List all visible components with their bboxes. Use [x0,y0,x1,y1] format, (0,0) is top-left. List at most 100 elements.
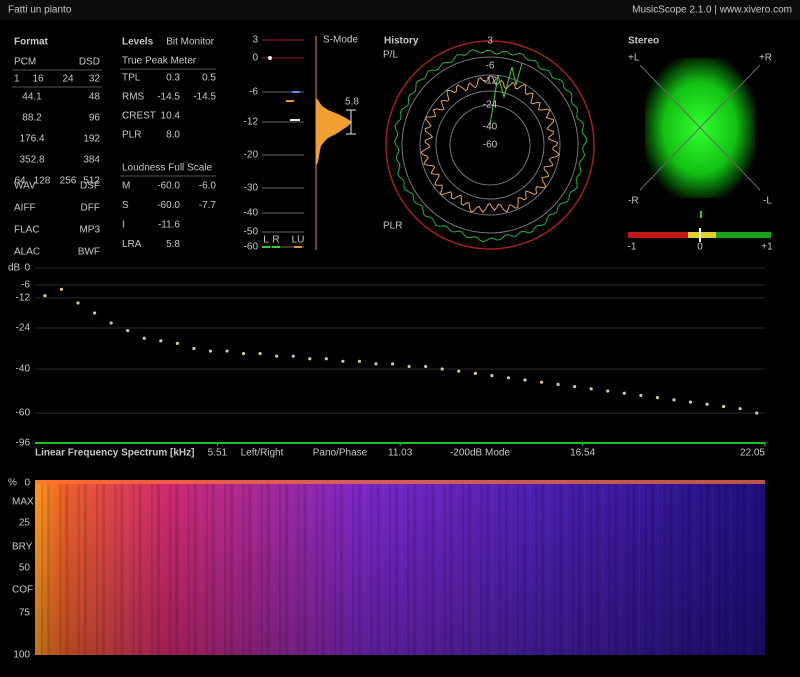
spectrum-point [76,301,80,305]
spectrogram-label: 75 [19,608,31,619]
meter-scale: -40 [244,208,259,219]
x-axis-title: Linear Frequency Spectrum [kHz] [35,448,194,459]
meter-value: -60.0 [157,200,180,211]
spectrum-point [672,398,676,402]
section-title: True Peak Meter [122,56,197,67]
bit-depth: 1 [14,74,20,85]
spectrum-point [556,382,560,387]
lra-value: 5.8 [345,97,359,108]
container: DFF [81,203,100,214]
stereo-corner: -L [763,196,772,207]
app-name: MusicScope 2.1.0 | www.xivero.com [632,5,792,16]
spectrum-point [208,349,213,353]
dsd-rate: 128 [34,176,51,187]
spectrum-point [705,402,709,406]
meter-value: -60.0 [157,181,180,192]
panel-title: S-Mode [323,35,358,46]
correlation-mid [688,232,716,238]
spectrum-point [639,393,643,398]
meter-scale: -30 [244,183,259,194]
mode-button[interactable]: -200dB Mode [450,448,510,459]
meter-value: 5.8 [166,239,180,250]
meter-scale: -6 [249,87,258,98]
lra-range [346,109,356,135]
ring-label: -60 [483,140,498,151]
spectrum-point [390,362,395,366]
spectrum-point [126,328,130,333]
meter-scale: -20 [244,150,259,161]
ring [435,90,545,200]
correlation-neg [628,232,688,238]
ring [449,104,531,186]
meter-value: -14.5 [157,92,180,103]
spectrum-point [275,354,279,358]
meter-value: -6.0 [199,181,217,192]
spectrum-point [473,371,477,375]
y-tick-label: -60 [16,408,31,419]
x-tick-label: 11.03 [388,448,413,459]
bit-monitor: Bit Monitor [166,37,214,48]
spectrum-point [506,376,511,380]
spectrum-point [159,339,163,343]
spectrum-point [241,352,246,356]
y-tick-label: 0 [24,263,30,274]
ring-label: -12 [483,76,498,87]
container: ALAC [14,247,40,258]
sample-rate: 352.8 [19,155,44,166]
channel-label: LU [292,235,305,246]
diagonal [639,64,761,191]
meter-value: 0.3 [166,73,180,84]
spectrum-point [341,359,345,363]
sample-rate: 176.4 [19,134,44,145]
spectrum-point [755,411,759,415]
peak-dot [268,56,272,60]
meter-scale: 3 [252,35,258,46]
stereo-corner: +L [628,53,640,64]
section-title: Loudness Full Scale [122,163,212,174]
sample-rate: 96 [89,113,101,124]
sample-rate: 48 [89,92,101,103]
mode-button[interactable]: Pano/Phase [313,448,368,459]
meter-scale: -60 [244,242,259,253]
ring [385,40,595,250]
panel-title: Levels [122,37,154,48]
x-tick-label: 16.54 [570,448,595,459]
spectrum-point [606,389,610,393]
mode-button[interactable]: Left/Right [241,448,284,459]
spectrum-point [142,336,146,340]
meter-value: 0.5 [202,73,216,84]
y-tick-label: -12 [16,293,31,304]
loudness-histogram [316,98,352,166]
correlation-pos [716,232,771,238]
spectrogram-label: 100 [13,650,30,661]
spectrogram-shade [35,480,765,655]
ring-label: -40 [483,122,498,133]
ring [419,74,561,216]
spectrum-point [308,357,312,361]
y-tick-label: -40 [16,364,31,375]
spectrum-point [457,369,461,373]
y-axis-title: dB [8,263,21,274]
meter-label: LRA [122,239,142,250]
y-tick-label: -96 [16,438,31,449]
sample-rate: 88.2 [22,113,42,124]
ring [401,56,579,234]
spectrum-point [440,367,444,371]
spectrum-point [258,352,262,356]
container: MP3 [79,225,100,236]
spectrum-point [622,391,626,395]
container: DSF [80,181,100,192]
stereo-corner: -R [628,196,639,207]
spectrum-point [109,321,113,325]
correlation-label: -1 [628,242,637,253]
spectrogram-label: MAX [12,497,34,508]
y-tick-label: -24 [16,323,31,334]
sample-rate: 192 [83,134,100,145]
stereo-corner: +R [759,53,772,64]
history-trace [420,75,560,213]
dsd-rate: 256 [60,176,77,187]
container: BWF [78,247,100,258]
sample-rate: 44.1 [22,92,42,103]
meter-label: CREST [122,111,156,122]
